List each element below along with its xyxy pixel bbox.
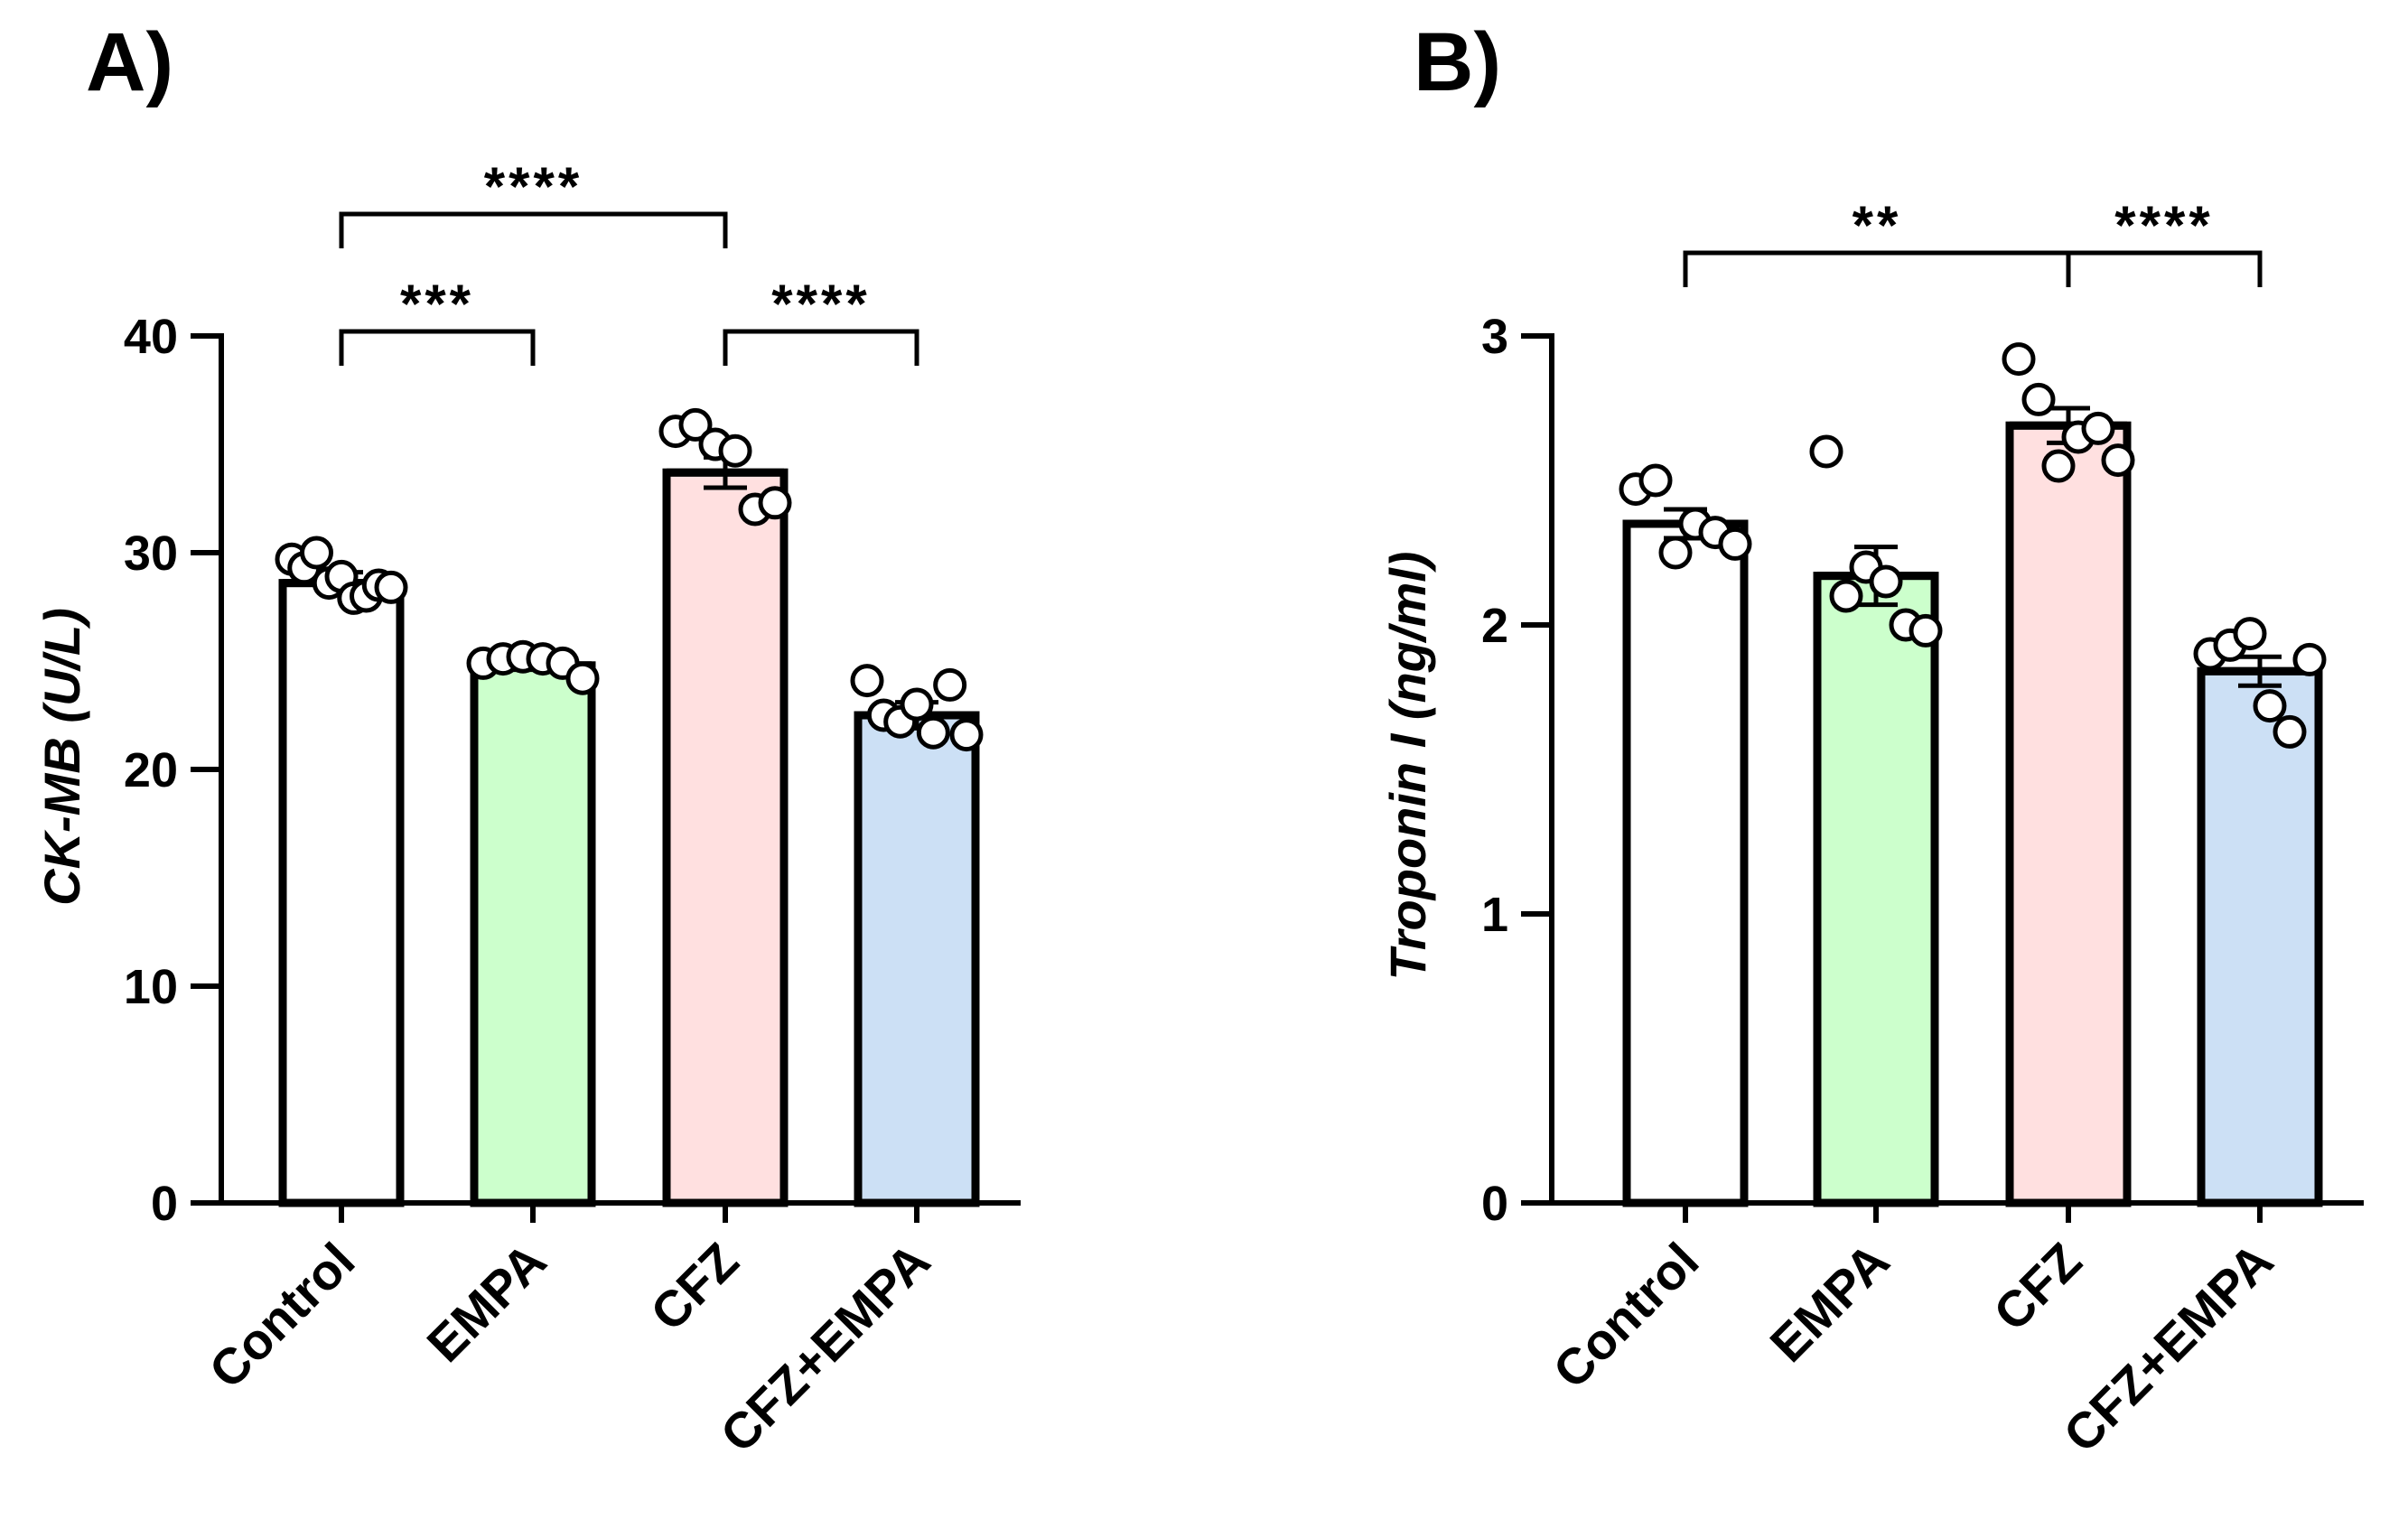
bar-control-a	[278, 579, 405, 1207]
data-point-cfz-empa-b	[2233, 617, 2267, 651]
data-point-cfz-empa-b	[2253, 689, 2287, 723]
y-ticks-group-b: 0 1 2 3	[1481, 310, 1552, 1231]
data-point-cfz-empa-a	[949, 718, 984, 752]
data-point-control-b	[1718, 527, 1752, 561]
category-label-cfz-b: CFZ	[1983, 1232, 2093, 1342]
data-point-cfz-empa-a	[916, 715, 950, 750]
data-point-cfz-empa-a	[933, 667, 967, 702]
data-point-empa-b	[1869, 564, 1903, 599]
y-tick-label-30-a: 30	[124, 527, 178, 581]
data-point-cfz-empa-a	[900, 687, 934, 722]
data-point-cfz-a	[758, 486, 792, 520]
y-tick-label-40-a: 40	[124, 310, 178, 364]
significance-bracket-2-b	[2066, 250, 2263, 287]
data-point-control-b	[1658, 536, 1693, 570]
significance-bracket-1-b	[1683, 250, 2071, 287]
data-points-group-a	[275, 407, 984, 752]
bar-cfz-b	[2005, 421, 2132, 1207]
y-axis-title-b: Troponin I (ng/ml)	[1379, 552, 1436, 981]
data-point-cfz-a	[718, 433, 752, 468]
data-point-cfz-b	[2021, 382, 2056, 416]
bar-control-b	[1622, 519, 1749, 1207]
significance-label-2-a: ****	[484, 156, 583, 217]
data-point-cfz-b	[2002, 342, 2036, 377]
category-label-cfz-a: CFZ	[639, 1232, 750, 1342]
y-tick-label-1-b: 1	[1481, 888, 1508, 942]
category-label-control-b: Control	[1542, 1232, 1709, 1399]
bar-empa-a	[470, 661, 596, 1207]
data-point-cfz-b	[2101, 443, 2135, 478]
data-point-cfz-b	[2041, 449, 2076, 483]
data-point-cfz-empa-b	[2292, 642, 2327, 676]
category-label-empa-b: EMPA	[1759, 1232, 1899, 1373]
bar-cfz-empa-b	[2197, 666, 2323, 1207]
data-point-cfz-a	[678, 407, 713, 442]
significance-label-2-b: ****	[2114, 195, 2213, 256]
data-point-empa-b	[1909, 613, 1943, 648]
data-point-cfz-b	[2081, 411, 2115, 445]
data-point-control-b	[1638, 463, 1673, 498]
y-tick-label-2-b: 2	[1481, 599, 1508, 653]
panel-label-a: A)	[86, 16, 173, 108]
y-tick-label-20-a: 20	[124, 743, 178, 797]
significance-label-1-b: **	[1853, 195, 1902, 256]
data-point-empa-a	[565, 661, 600, 695]
data-point-cfz-empa-a	[850, 664, 884, 698]
data-point-cfz-empa-b	[2273, 714, 2307, 749]
significance-label-1-a: ***	[400, 274, 474, 334]
panel-label-b: B)	[1414, 16, 1501, 108]
y-tick-label-3-b: 3	[1481, 310, 1508, 364]
bar-empa-b	[1813, 572, 1939, 1207]
y-axis-title-a: CK-MB (U/L)	[33, 608, 90, 906]
category-label-cfz-empa-a: CFZ+EMPA	[709, 1232, 940, 1463]
y-tick-label-0-b: 0	[1481, 1177, 1508, 1231]
data-point-control-a	[374, 570, 408, 604]
significance-label-3-a: ****	[771, 274, 870, 334]
significance-bracket-2-a	[339, 211, 728, 248]
significance-bracket-1-a	[339, 329, 536, 366]
bar-cfz-empa-a	[854, 711, 980, 1207]
significance-brackets-group-a: ***********	[339, 156, 919, 366]
y-tick-label-0-a: 0	[151, 1177, 178, 1231]
significance-brackets-group-b: ** ****	[1683, 195, 2263, 287]
significance-bracket-3-a	[723, 329, 919, 366]
category-label-empa-a: EMPA	[415, 1232, 556, 1373]
category-label-control-a: Control	[198, 1232, 365, 1399]
bar-cfz-a	[662, 468, 789, 1207]
data-point-empa-b	[1829, 579, 1863, 613]
y-ticks-group-a: 0 10 20 30 40	[124, 310, 221, 1231]
data-point-control-a	[300, 536, 333, 570]
data-point-empa-b	[1809, 434, 1843, 469]
category-label-cfz-empa-b: CFZ+EMPA	[2052, 1232, 2283, 1463]
y-tick-label-10-a: 10	[124, 960, 178, 1014]
data-points-group-b	[1619, 342, 2327, 749]
